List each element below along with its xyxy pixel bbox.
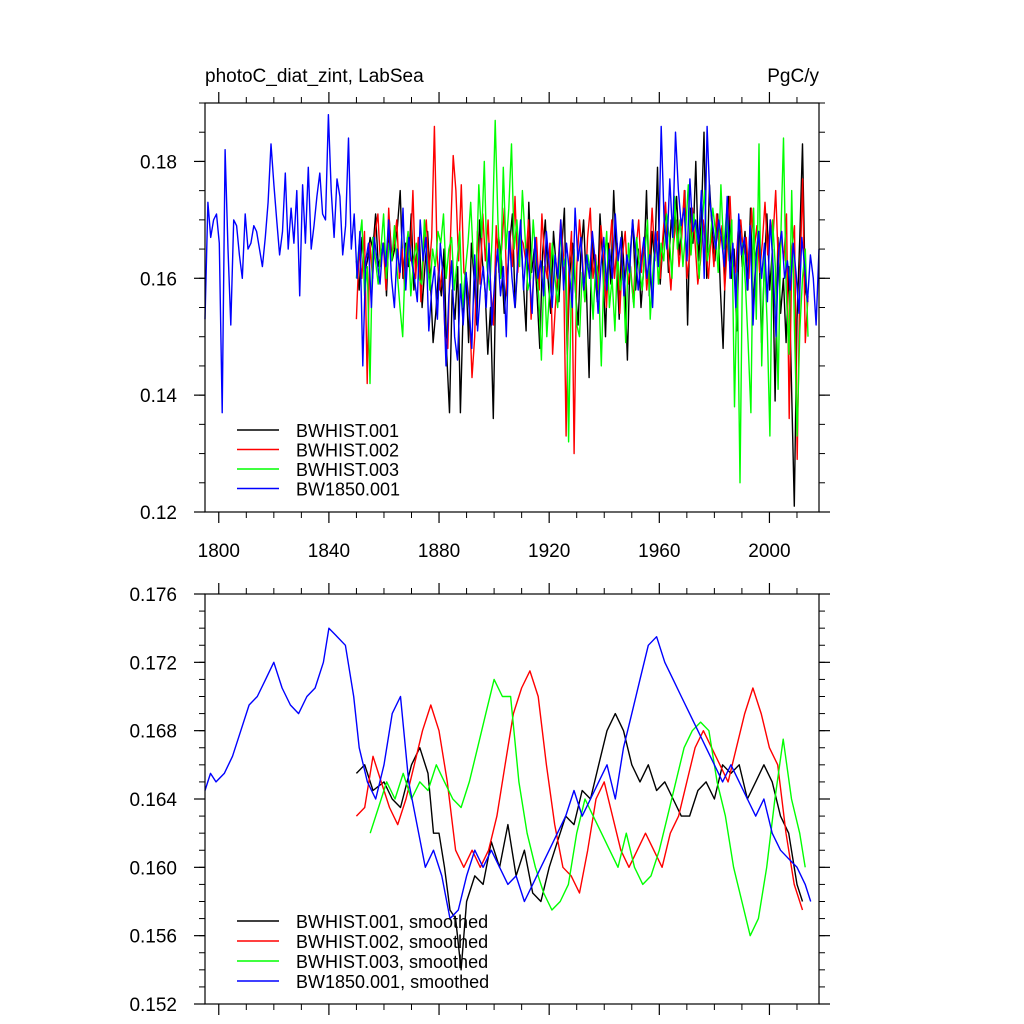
series-line-top-3: [355, 119, 809, 484]
bottom-series-group: [204, 627, 812, 971]
top-chart-units: PgC/y: [767, 66, 819, 87]
y-tick-label: 0.12: [140, 503, 177, 524]
legend-label: BW1850.001: [296, 480, 400, 500]
y-tick-label: 0.176: [129, 585, 177, 606]
y-tick-label: 0.156: [129, 927, 177, 948]
series-line-top-4: [204, 114, 820, 414]
top-time-series-chart: photoC_diat_zint, LabSea PgC/y 1800 1840 1…: [140, 66, 830, 562]
y-tick-label: 0.14: [140, 386, 177, 407]
legend-label: BWHIST.002, smoothed: [296, 932, 488, 952]
bottom-smoothed-chart: 0.152 0.156 0.160 0.164 0.168 0.172 0.176 BWHI…: [129, 583, 830, 1016]
legend-label: BWHIST.001, smoothed: [296, 912, 488, 932]
x-tick-label: 1960: [638, 541, 680, 562]
y-tick-label: 0.18: [140, 152, 177, 173]
y-tick-label: 0.152: [129, 995, 177, 1016]
series-line-bottom-4: [204, 627, 812, 920]
top-series-group: [204, 114, 820, 507]
top-axes-group: 1800 1840 1880 1920 1960 2000 0.12 0.14 0.16 0.18: [140, 92, 830, 562]
legend-label: BWHIST.003, smoothed: [296, 952, 488, 972]
y-tick-label: 0.168: [129, 722, 177, 743]
x-tick-label: 1920: [528, 541, 570, 562]
legend-label: BWHIST.003: [296, 460, 399, 480]
x-tick-label: 1800: [198, 541, 240, 562]
x-tick-label: 1880: [418, 541, 460, 562]
bottom-axes-group: 0.152 0.156 0.160 0.164 0.168 0.172 0.176: [129, 583, 830, 1016]
series-line-bottom-2: [355, 670, 804, 911]
y-tick-label: 0.160: [129, 858, 177, 879]
y-tick-label: 0.172: [129, 653, 177, 674]
legend-label: BWHIST.002: [296, 441, 399, 461]
y-tick-label: 0.16: [140, 269, 177, 290]
x-tick-label: 1840: [308, 541, 350, 562]
x-tick-label: 2000: [748, 541, 790, 562]
series-line-bottom-3: [369, 678, 806, 937]
legend-label: BWHIST.001: [296, 421, 399, 441]
top-chart-title: photoC_diat_zint, LabSea: [205, 66, 424, 87]
legend-label: BW1850.001, smoothed: [296, 972, 489, 992]
y-tick-label: 0.164: [129, 790, 177, 811]
